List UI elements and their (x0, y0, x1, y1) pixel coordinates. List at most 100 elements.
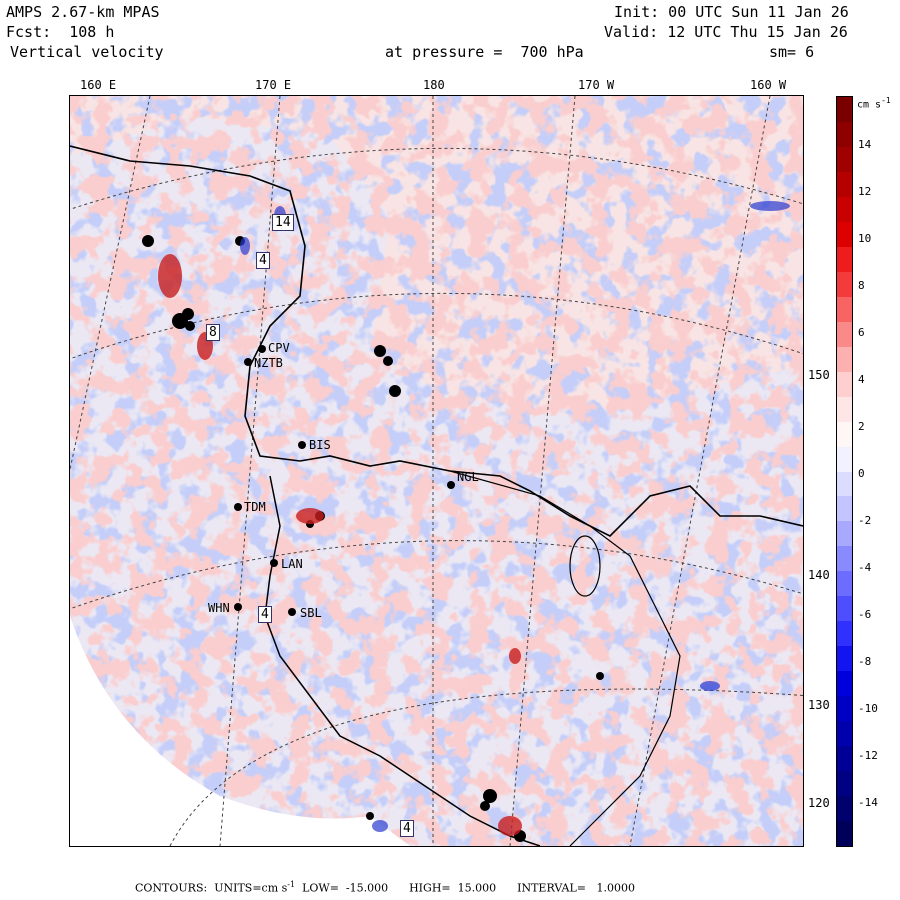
positive-velocity-noise (70, 96, 803, 846)
contour-info: CONTOURS: UNITS=cm s-1 LOW= -15.000 HIGH… (135, 880, 635, 895)
lon-label-170e: 170 E (255, 78, 292, 92)
station-dot-sbl (288, 608, 296, 616)
colorbar-segment (837, 296, 852, 323)
station-dot-bis (298, 441, 306, 449)
lat-label-120w: 120 W (808, 796, 845, 810)
colorbar (836, 96, 853, 847)
graticule (70, 96, 803, 846)
colorbar-tick-label: 2 (858, 420, 865, 433)
colorbar-segment (837, 171, 852, 198)
colorbar-segment (837, 496, 852, 522)
colorbar-tick-label: -12 (858, 749, 878, 762)
pressure-level: at pressure = 700 hPa (385, 43, 584, 61)
lon-label-160w: 160 W (750, 78, 787, 92)
contour-units-exp: -1 (287, 880, 296, 889)
forecast-hour: Fcst: 108 h (6, 23, 115, 41)
station-label-whn: WHN (208, 601, 230, 615)
colorbar-segment (837, 821, 852, 847)
lat-label-150w: 150 W (808, 368, 845, 382)
colorbar-tick-label: 8 (858, 279, 865, 292)
colorbar-segment (837, 646, 852, 672)
colorbar-tick-label: 14 (858, 138, 872, 151)
colorbar-segment (837, 371, 852, 398)
station-dot-ngl (447, 481, 455, 489)
colorbar-segment (837, 546, 852, 572)
valid-time: Valid: 12 UTC Thu 15 Jan 26 (604, 23, 848, 41)
colorbar-segment (837, 746, 852, 772)
colorbar-tick-label: 12 (858, 185, 872, 198)
colorbar-segment (837, 621, 852, 647)
vertical-velocity-map[interactable]: 14 4 8 4 4 CPV NZTB BIS NGL TDM LAN WHN … (69, 95, 804, 847)
colorbar-segment (837, 97, 852, 123)
lon-label-180: 180 (423, 78, 445, 92)
boxed-label: 4 (258, 606, 272, 623)
lake-outline (569, 535, 601, 597)
colorbar-tick-label: 6 (858, 326, 865, 339)
smoothing: sm= 6 (769, 43, 815, 61)
colorbar-tick-label: -8 (858, 655, 872, 668)
boxed-label: 4 (256, 252, 270, 269)
station-label-nztb: NZTB (254, 356, 283, 370)
contour-interval: INTERVAL= 1.0000 (517, 881, 635, 895)
colorbar-segment (837, 446, 852, 472)
coastline (70, 145, 803, 537)
lon-label-170w: 170 W (578, 78, 615, 92)
colorbar-unit: cm s-1 (857, 96, 891, 110)
contour-units: CONTOURS: UNITS=cm s (135, 881, 288, 895)
map-canvas (70, 96, 803, 846)
colorbar-segment (837, 796, 852, 822)
colorbar-segment (837, 471, 852, 497)
station-label-tdm: TDM (244, 500, 266, 514)
colorbar-tick-label: -10 (858, 702, 878, 715)
colorbar-tick-label: 4 (858, 373, 865, 386)
field-name: Vertical velocity (10, 43, 164, 61)
colorbar-segment (837, 421, 852, 448)
colorbar-segment (837, 346, 852, 373)
colorbar-tick-label: -6 (858, 608, 872, 621)
lat-label-130w: 130 W (808, 698, 845, 712)
colorbar-segment (837, 696, 852, 722)
colorbar-segment (837, 221, 852, 248)
colorbar-segment (837, 146, 852, 173)
colorbar-tick-label: 0 (858, 467, 865, 480)
colorbar-segment (837, 271, 852, 298)
station-label-cpv: CPV (268, 341, 290, 355)
ice-shelf-front (264, 475, 541, 846)
station-dot-cpv (258, 345, 266, 353)
station-dot-nztb (244, 358, 252, 366)
contour-high: HIGH= 15.000 (409, 881, 497, 895)
colorbar-segment (837, 571, 852, 597)
colorbar-tick-label: -2 (858, 514, 872, 527)
colorbar-segment (837, 196, 852, 223)
boxed-label: 8 (206, 324, 220, 341)
colorbar-tick-label: -4 (858, 561, 872, 574)
colorbar-segment (837, 521, 852, 547)
colorbar-tick-label: -14 (858, 796, 878, 809)
colorbar-segment (837, 246, 852, 273)
station-label-lan: LAN (281, 557, 303, 571)
colorbar-segment (837, 721, 852, 747)
colorbar-segment (837, 121, 852, 148)
lon-label-160e: 160 E (80, 78, 117, 92)
station-label-sbl: SBL (300, 606, 322, 620)
init-time: Init: 00 UTC Sun 11 Jan 26 (614, 3, 849, 21)
station-dot-tdm (234, 503, 242, 511)
boxed-label: 14 (272, 214, 294, 231)
colorbar-unit-exp: -1 (881, 96, 891, 105)
colorbar-tick-label: 10 (858, 232, 872, 245)
no-data-area (70, 616, 410, 846)
model-title: AMPS 2.67-km MPAS (6, 3, 160, 21)
colorbar-segment (837, 771, 852, 797)
station-label-ngl: NGL (457, 470, 479, 484)
station-dot-whn (234, 603, 242, 611)
colorbar-segment (837, 671, 852, 697)
colorbar-segment (837, 596, 852, 622)
contour-low: LOW= -15.000 (302, 881, 389, 895)
lat-label-140w: 140 W (808, 568, 845, 582)
colorbar-unit-text: cm s (857, 99, 882, 111)
inland-boundary (449, 470, 681, 846)
boxed-label: 4 (400, 820, 414, 837)
colorbar-segment (837, 396, 852, 423)
station-dot-lan (270, 559, 278, 567)
colorbar-segment (837, 321, 852, 348)
